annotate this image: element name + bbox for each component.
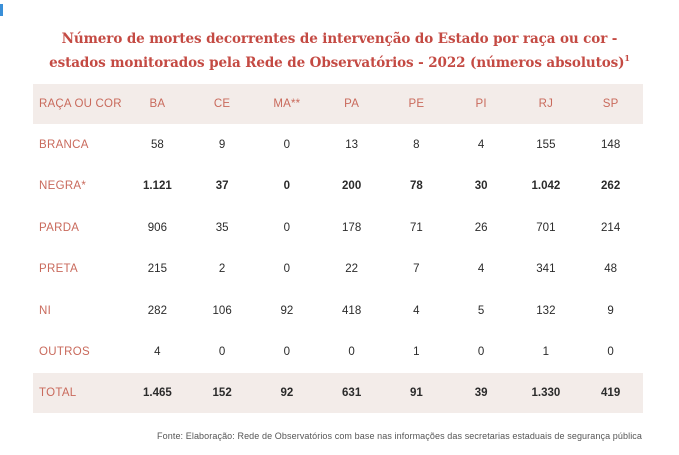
cell-value: 155 [536, 138, 556, 151]
cell-value: 9 [607, 304, 614, 317]
cell-value: 0 [283, 263, 291, 276]
cell-value: 341 [536, 263, 556, 276]
cell-value: 106 [212, 304, 232, 317]
table-title: Número de mortes decorrentes de interven… [30, 30, 649, 73]
total-value: 91 [409, 387, 423, 399]
cell-value: 418 [342, 304, 362, 317]
table-row-parda: PARDA 906 35 0 178 71 26 701 214 [33, 207, 643, 249]
total-value: 92 [280, 387, 294, 399]
cell-value: 0 [283, 221, 291, 234]
cell-value: 0 [477, 346, 485, 359]
cell-value: 0 [218, 346, 226, 359]
cell-value: 58 [150, 138, 164, 151]
title-footnote-marker: 1 [624, 53, 630, 63]
cell-value: 48 [604, 263, 618, 276]
row-label: PRETA [39, 263, 78, 276]
title-line-2: estados monitorados pela Rede de Observa… [30, 49, 649, 73]
header-row: RAÇA OU COR BA CE MA** PA PE PI RJ SP [33, 84, 643, 124]
cell-value: 701 [536, 221, 556, 234]
cell-value: 92 [280, 304, 294, 317]
table-row-outros: OUTROS 4 0 0 0 1 0 1 0 [33, 332, 643, 374]
cell-value: 0 [283, 138, 291, 151]
table-row-branca: BRANCA 58 9 0 13 8 4 155 148 [33, 124, 643, 166]
source-note: Fonte: Elaboração: Rede de Observatórios… [157, 431, 642, 441]
total-value: 1.465 [142, 387, 172, 399]
corner-mark [0, 4, 3, 16]
cell-value: 214 [601, 221, 621, 234]
deaths-table: RAÇA OU COR BA CE MA** PA PE PI RJ SP BR… [33, 84, 643, 413]
header-ce: CE [213, 98, 231, 110]
cell-value: 0 [607, 346, 614, 359]
header-ba: BA [149, 98, 166, 110]
cell-value: 262 [601, 180, 621, 193]
cell-value: 26 [474, 221, 488, 234]
header-ma: MA** [273, 98, 301, 110]
cell-value: 5 [477, 304, 485, 317]
cell-value: 178 [342, 221, 362, 234]
cell-value: 1.121 [142, 180, 172, 193]
cell-value: 0 [283, 180, 291, 193]
cell-value: 4 [477, 138, 485, 151]
row-label: OUTROS [39, 346, 90, 359]
row-label: TOTAL [39, 387, 77, 399]
cell-value: 7 [413, 263, 420, 276]
title-line-1: Número de mortes decorrentes de interven… [61, 31, 618, 47]
cell-value: 71 [409, 221, 423, 234]
table-row-total: TOTAL 1.465 152 92 631 91 39 1.330 419 [33, 373, 643, 413]
row-label: BRANCA [39, 138, 89, 151]
cell-value: 35 [215, 221, 229, 234]
cell-value: 37 [215, 180, 229, 193]
header-pi: PI [475, 98, 487, 110]
cell-value: 200 [342, 180, 362, 193]
header-sp: SP [602, 98, 619, 110]
cell-value: 1 [542, 346, 550, 359]
row-label: NEGRA* [39, 180, 87, 193]
cell-value: 4 [477, 263, 485, 276]
cell-value: 4 [154, 346, 161, 359]
header-pa: PA [344, 98, 360, 110]
row-label: PARDA [39, 221, 80, 234]
cell-value: 0 [283, 346, 291, 359]
cell-value: 78 [409, 180, 423, 193]
cell-value: 30 [474, 180, 488, 193]
table-row-preta: PRETA 215 2 0 22 7 4 341 48 [33, 249, 643, 291]
cell-value: 13 [345, 138, 359, 151]
cell-value: 282 [147, 304, 167, 317]
header-race: RAÇA OU COR [39, 98, 122, 110]
cell-value: 22 [345, 263, 359, 276]
header-pe: PE [408, 98, 425, 110]
cell-value: 215 [147, 263, 167, 276]
row-label: NI [39, 304, 52, 317]
cell-value: 1.042 [531, 180, 561, 193]
cell-value: 2 [218, 263, 226, 276]
title-line-2-text: estados monitorados pela Rede de Observa… [49, 55, 625, 71]
cell-value: 8 [413, 138, 420, 151]
total-value: 39 [474, 387, 488, 399]
cell-value: 4 [413, 304, 420, 317]
total-value: 152 [212, 387, 232, 399]
table-container: RAÇA OU COR BA CE MA** PA PE PI RJ SP BR… [33, 84, 643, 413]
total-value: 1.330 [531, 387, 561, 399]
table-row-negra: NEGRA* 1.121 37 0 200 78 30 1.042 262 [33, 166, 643, 208]
cell-value: 0 [348, 346, 355, 359]
cell-value: 148 [601, 138, 621, 151]
table-row-ni: NI 282 106 92 418 4 5 132 9 [33, 290, 643, 332]
cell-value: 906 [147, 221, 167, 234]
cell-value: 132 [536, 304, 556, 317]
cell-value: 1 [413, 346, 420, 359]
header-rj: RJ [538, 98, 554, 110]
cell-value: 9 [218, 138, 226, 151]
total-value: 419 [601, 387, 621, 399]
total-value: 631 [342, 387, 362, 399]
